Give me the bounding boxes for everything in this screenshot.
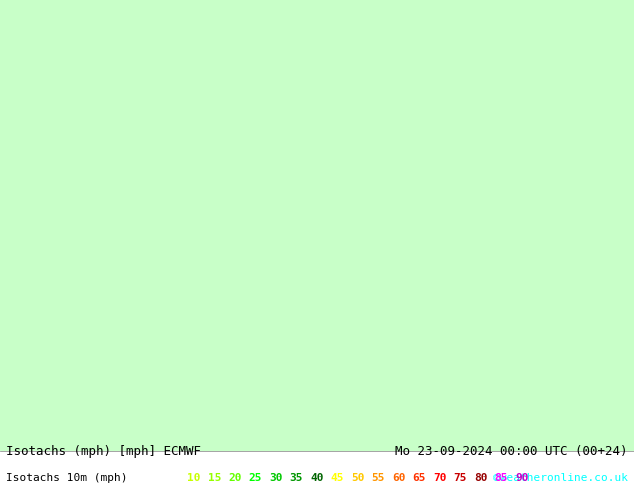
FancyBboxPatch shape: [0, 451, 634, 490]
Text: 55: 55: [372, 473, 385, 483]
Text: 40: 40: [310, 473, 323, 483]
Text: Isotachs 10m (mph): Isotachs 10m (mph): [6, 473, 128, 483]
Text: 10: 10: [187, 473, 200, 483]
Text: 90: 90: [515, 473, 529, 483]
Text: ©weatheronline.co.uk: ©weatheronline.co.uk: [493, 473, 628, 483]
Text: Isotachs (mph) [mph] ECMWF: Isotachs (mph) [mph] ECMWF: [6, 445, 202, 458]
Text: 60: 60: [392, 473, 406, 483]
Text: 75: 75: [454, 473, 467, 483]
Text: 85: 85: [495, 473, 508, 483]
Text: 45: 45: [330, 473, 344, 483]
Text: 30: 30: [269, 473, 283, 483]
Text: Mo 23-09-2024 00:00 UTC (00+24): Mo 23-09-2024 00:00 UTC (00+24): [395, 445, 628, 458]
FancyBboxPatch shape: [0, 0, 634, 451]
Text: 70: 70: [433, 473, 447, 483]
Text: 15: 15: [207, 473, 221, 483]
Text: 25: 25: [249, 473, 262, 483]
Text: 50: 50: [351, 473, 365, 483]
Text: 80: 80: [474, 473, 488, 483]
Text: 35: 35: [290, 473, 303, 483]
Text: 65: 65: [413, 473, 426, 483]
Text: 20: 20: [228, 473, 242, 483]
